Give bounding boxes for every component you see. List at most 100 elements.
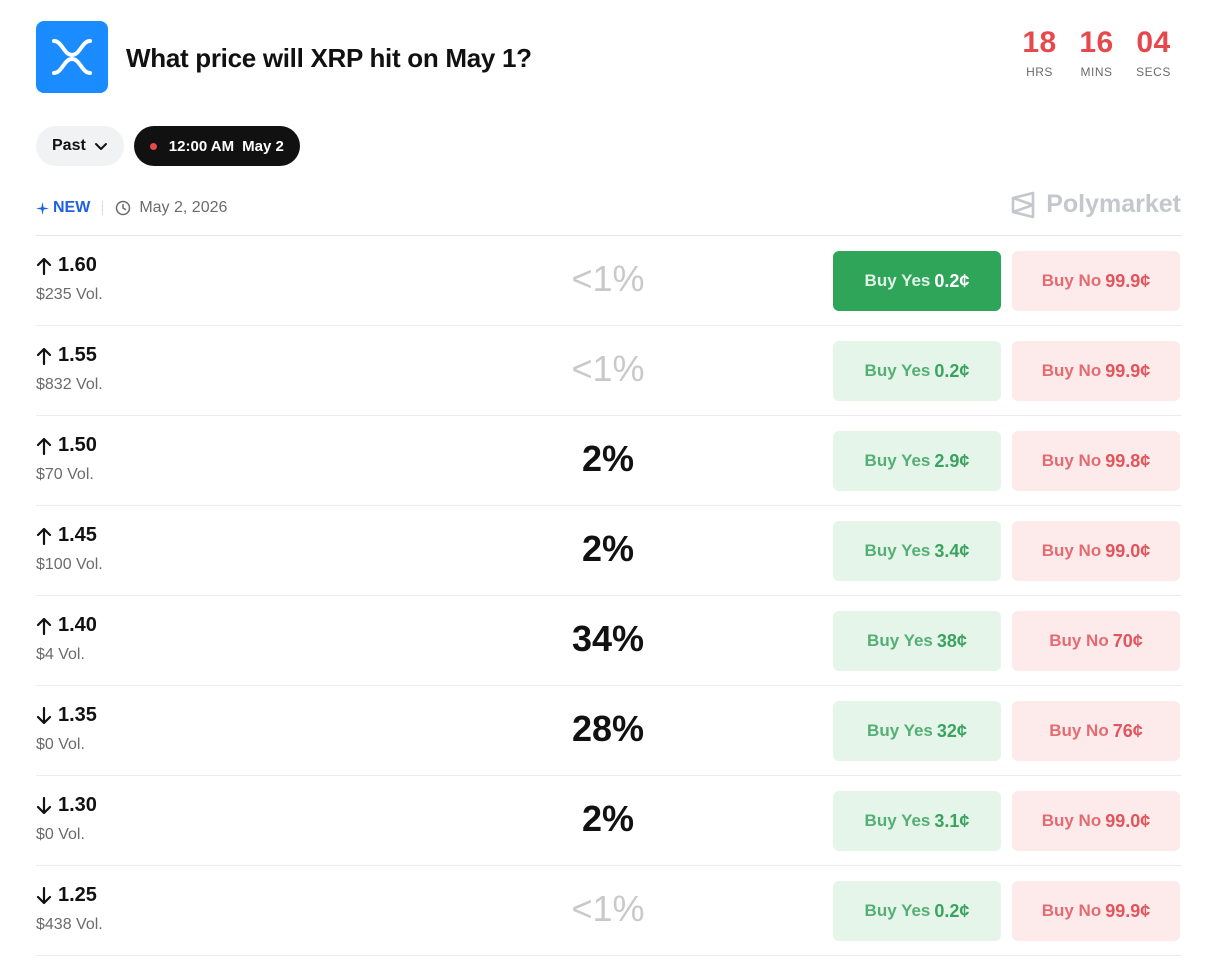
buy-no-button[interactable]: Buy No 99.9¢ (1012, 251, 1180, 311)
new-tag-label: NEW (53, 199, 91, 216)
strike-price: 1.60 (36, 254, 97, 277)
outcome-row[interactable]: 1.25 $438 Vol. <1% Buy Yes 0.2¢ Buy No 99.9¢ (36, 866, 1182, 956)
buy-yes-price: 3.1¢ (934, 810, 970, 831)
date-pill-time: 12:00 AM (168, 137, 235, 155)
volume-text: $4 Vol. (36, 646, 85, 663)
outcome-row[interactable]: 1.40 $4 Vol. 34% Buy Yes 38¢ Buy No 70¢ (36, 596, 1182, 686)
market-meta: NEW May 2, 2026 (36, 196, 227, 220)
strike-value: 1.30 (58, 794, 97, 816)
buy-yes-price: 0.2¢ (934, 270, 970, 291)
volume-text: $0 Vol. (36, 736, 85, 753)
outcome-row[interactable]: 1.45 $100 Vol. 2% Buy Yes 3.4¢ Buy No 99.0¢ (36, 506, 1182, 596)
date-pill-date: May 2 (242, 137, 284, 155)
buy-no-label: Buy No (1041, 271, 1102, 290)
volume-text: $235 Vol. (36, 286, 103, 303)
buy-yes-label: Buy Yes (864, 271, 931, 290)
market-title: What price will XRP hit on May 1? (126, 43, 532, 73)
buy-no-button[interactable]: Buy No 99.9¢ (1012, 881, 1180, 941)
buy-yes-button[interactable]: Buy Yes 0.2¢ (833, 251, 1001, 311)
buy-yes-label: Buy Yes (864, 541, 931, 560)
buy-no-button[interactable]: Buy No 99.0¢ (1012, 521, 1180, 581)
brand-name: Polymarket (1046, 190, 1181, 218)
buy-no-button[interactable]: Buy No 99.0¢ (1012, 791, 1180, 851)
buy-yes-label: Buy Yes (864, 901, 931, 920)
outcome-row[interactable]: 1.30 $0 Vol. 2% Buy Yes 3.1¢ Buy No 99.0¢ (36, 776, 1182, 866)
polymarket-brand: Polymarket (1010, 190, 1181, 219)
buy-yes-button[interactable]: Buy Yes 3.4¢ (833, 521, 1001, 581)
buy-yes-button[interactable]: Buy Yes 32¢ (833, 701, 1001, 761)
buy-yes-price: 3.4¢ (934, 540, 970, 561)
volume-text: $832 Vol. (36, 376, 103, 393)
probability-value: 2% (581, 438, 635, 479)
strike-price: 1.45 (36, 524, 97, 547)
buy-no-label: Buy No (1041, 901, 1102, 920)
probability-value: 2% (581, 528, 635, 569)
buy-no-price: 70¢ (1112, 630, 1143, 651)
new-tag: NEW (36, 199, 90, 217)
countdown-hours: 18 HRS (1011, 26, 1068, 80)
buy-yes-label: Buy Yes (864, 361, 931, 380)
buy-yes-label: Buy Yes (867, 721, 933, 740)
countdown-seconds-value: 04 (1136, 26, 1171, 59)
buy-yes-button[interactable]: Buy Yes 38¢ (833, 611, 1001, 671)
buy-no-label: Buy No (1041, 361, 1102, 380)
live-dot-icon (149, 142, 157, 150)
buy-no-button[interactable]: Buy No 99.9¢ (1012, 341, 1180, 401)
strike-price: 1.40 (36, 614, 97, 637)
buy-yes-price: 0.2¢ (934, 900, 970, 921)
probability-value: 2% (581, 798, 635, 839)
strike-value: 1.35 (58, 704, 97, 726)
outcome-row[interactable]: 1.55 $832 Vol. <1% Buy Yes 0.2¢ Buy No 99.9¢ (36, 326, 1182, 416)
probability-value: 28% (571, 708, 645, 749)
buy-yes-button[interactable]: Buy Yes 0.2¢ (833, 881, 1001, 941)
arrow-up-icon (36, 617, 52, 635)
buy-yes-button[interactable]: Buy Yes 3.1¢ (833, 791, 1001, 851)
volume-text: $70 Vol. (36, 466, 94, 483)
buy-no-button[interactable]: Buy No 70¢ (1012, 611, 1180, 671)
buy-yes-label: Buy Yes (864, 811, 931, 830)
strike-price: 1.30 (36, 794, 97, 817)
buy-yes-price: 2.9¢ (934, 450, 970, 471)
probability-value: <1% (571, 888, 645, 929)
buy-yes-label: Buy Yes (864, 451, 931, 470)
arrow-down-icon (36, 706, 52, 724)
resolution-date: May 2, 2026 (115, 199, 227, 217)
buy-no-label: Buy No (1049, 631, 1109, 650)
buy-no-button[interactable]: Buy No 76¢ (1012, 701, 1180, 761)
buy-yes-button[interactable]: Buy Yes 2.9¢ (833, 431, 1001, 491)
buy-no-price: 99.9¢ (1105, 360, 1151, 381)
buy-no-button[interactable]: Buy No 99.8¢ (1012, 431, 1180, 491)
strike-price: 1.35 (36, 704, 97, 727)
date-pill-selected[interactable]: 12:00 AM May 2 (133, 126, 300, 166)
strike-value: 1.45 (58, 524, 97, 546)
buy-yes-label: Buy Yes (867, 631, 933, 650)
buy-yes-button[interactable]: Buy Yes 0.2¢ (833, 341, 1001, 401)
sparkle-icon (36, 201, 49, 215)
buy-no-label: Buy No (1041, 541, 1102, 560)
filter-bar: Past 12:00 AM May 2 (36, 126, 300, 166)
buy-no-label: Buy No (1041, 451, 1102, 470)
buy-no-price: 76¢ (1112, 720, 1143, 741)
buy-no-price: 99.0¢ (1105, 540, 1151, 561)
probability-value: <1% (571, 348, 645, 389)
arrow-up-icon (36, 347, 52, 365)
buy-no-label: Buy No (1049, 721, 1109, 740)
outcome-row[interactable]: 1.35 $0 Vol. 28% Buy Yes 32¢ Buy No 76¢ (36, 686, 1182, 776)
arrow-up-icon (36, 527, 52, 545)
strike-value: 1.40 (58, 614, 97, 636)
countdown-timer: 18 HRS 16 MINS 04 SECS (1011, 26, 1182, 80)
buy-no-price: 99.8¢ (1105, 450, 1151, 471)
countdown-minutes-label: MINS (1080, 65, 1113, 79)
clock-icon (116, 200, 131, 216)
buy-yes-price: 0.2¢ (934, 360, 970, 381)
strike-value: 1.60 (58, 254, 97, 276)
countdown-hours-value: 18 (1022, 26, 1057, 59)
xrp-logo-icon (36, 21, 108, 93)
probability-value: 34% (571, 618, 645, 659)
period-dropdown[interactable]: Past (36, 126, 124, 166)
buy-no-price: 99.9¢ (1105, 900, 1151, 921)
outcome-row[interactable]: 1.50 $70 Vol. 2% Buy Yes 2.9¢ Buy No 99.8¢ (36, 416, 1182, 506)
countdown-minutes: 16 MINS (1068, 27, 1125, 80)
resolution-date-text: May 2, 2026 (139, 199, 228, 216)
outcome-row[interactable]: 1.60 $235 Vol. <1% Buy Yes 0.2¢ Buy No 99.9¢ (36, 236, 1182, 326)
